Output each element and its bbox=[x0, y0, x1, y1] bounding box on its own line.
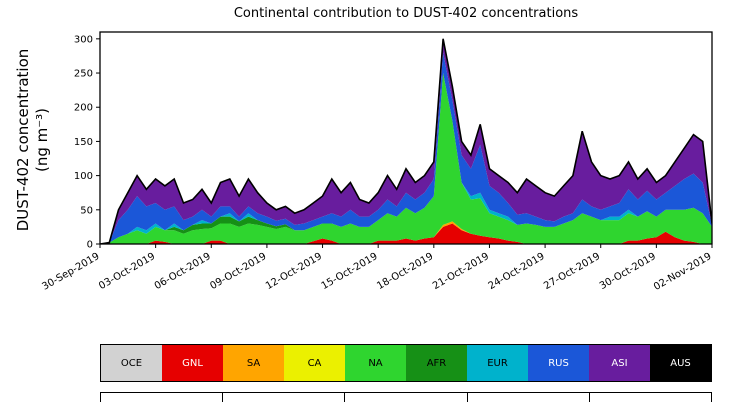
x-tick-label: 02-Nov-2019 bbox=[652, 251, 713, 293]
legend-item-AUS: AUS bbox=[650, 345, 711, 381]
legend-item-OCE: OCE bbox=[101, 345, 162, 381]
x-tick-label: 12-Oct-2019 bbox=[264, 251, 324, 292]
legend: OCE GNL SA CA NA AFR EUR RUS ASI AUS bbox=[100, 344, 712, 382]
legend-item-RUS: RUS bbox=[528, 345, 589, 381]
x-tick-label: 21-Oct-2019 bbox=[431, 251, 491, 292]
legend-item-GNL: GNL bbox=[162, 345, 223, 381]
chart-title: Continental contribution to DUST-402 con… bbox=[233, 6, 579, 21]
y-tick-label: 300 bbox=[74, 34, 93, 45]
area-NA bbox=[100, 73, 712, 244]
plot-frame bbox=[99, 31, 713, 245]
x-tick-label: 09-Oct-2019 bbox=[208, 251, 268, 292]
legend-item-AFR: AFR bbox=[406, 345, 467, 381]
x-tick-label: 30-Oct-2019 bbox=[598, 251, 658, 292]
legend-partial-cell bbox=[468, 393, 590, 402]
x-tick-label: 24-Oct-2019 bbox=[487, 251, 547, 292]
legend-item-NA: NA bbox=[345, 345, 406, 381]
legend-partial-cell bbox=[223, 393, 346, 402]
y-tick-label: 250 bbox=[74, 69, 93, 80]
legend-item-SA: SA bbox=[223, 345, 284, 381]
legend-partial-cell bbox=[345, 393, 468, 402]
area-GNL bbox=[100, 223, 712, 244]
x-tick-label: 30-Sep-2019 bbox=[40, 251, 101, 293]
total-outline bbox=[100, 38, 712, 244]
x-tick-label: 03-Oct-2019 bbox=[97, 251, 157, 292]
stacked-areas bbox=[100, 38, 712, 244]
x-tick-label: 27-Oct-2019 bbox=[542, 251, 602, 292]
y-tick-label: 200 bbox=[74, 103, 93, 114]
legend-item-ASI: ASI bbox=[589, 345, 650, 381]
area-RUS bbox=[100, 52, 712, 244]
y-tick-label: 100 bbox=[74, 171, 93, 182]
x-axis: 30-Sep-201903-Oct-201906-Oct-201909-Oct-… bbox=[40, 244, 714, 293]
legend-partial-row bbox=[100, 392, 712, 402]
x-tick-label: 18-Oct-2019 bbox=[375, 251, 435, 292]
y-tick-label: 0 bbox=[87, 240, 93, 251]
legend-item-EUR: EUR bbox=[467, 345, 528, 381]
legend-partial-cell bbox=[101, 393, 224, 402]
legend-item-CA: CA bbox=[284, 345, 345, 381]
area-ASI bbox=[100, 38, 712, 244]
y-tick-label: 150 bbox=[74, 137, 93, 148]
y-tick-label: 50 bbox=[80, 205, 93, 216]
x-tick-label: 06-Oct-2019 bbox=[153, 251, 213, 292]
legend-partial-cell bbox=[590, 393, 711, 402]
y-axis: 0 50 100 150 200 250 300 bbox=[74, 34, 100, 251]
stacked-area-plot: 0 50 100 150 200 250 300 30-Sep-201903-Oct-2019… bbox=[40, 31, 714, 293]
x-tick-label: 15-Oct-2019 bbox=[320, 251, 380, 292]
